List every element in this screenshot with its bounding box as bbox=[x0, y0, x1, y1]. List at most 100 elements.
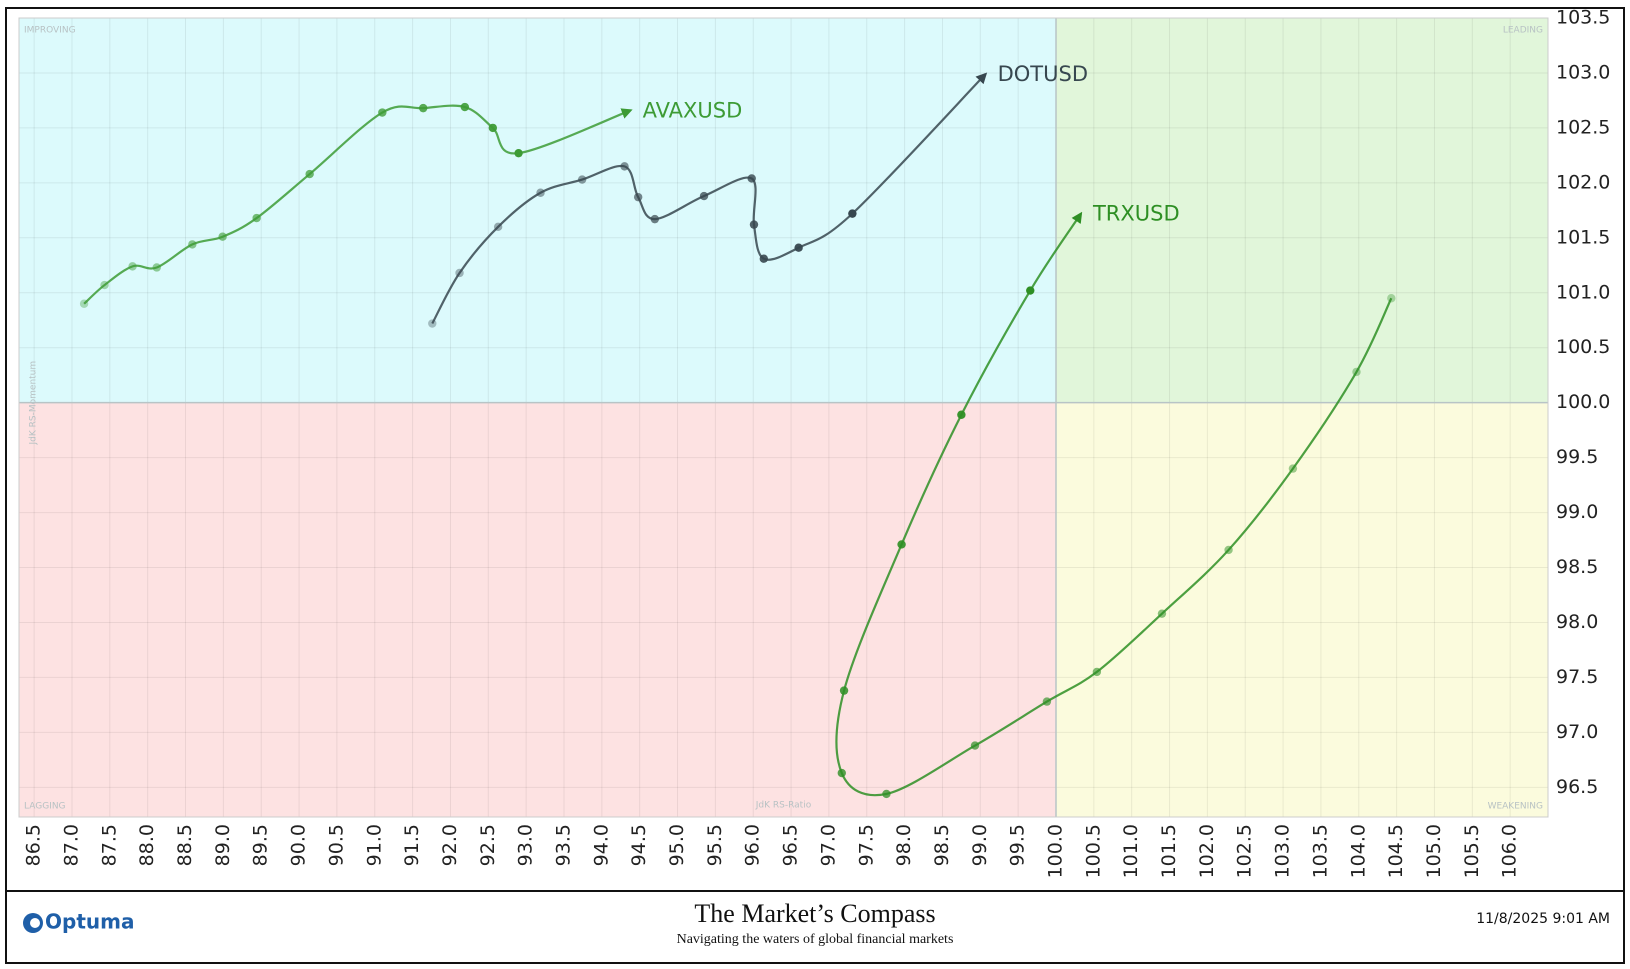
tail-point bbox=[749, 220, 759, 229]
y-tick-label: 99.0 bbox=[1556, 501, 1598, 523]
x-tick-label: 89.5 bbox=[250, 824, 272, 866]
tail-point bbox=[218, 232, 227, 241]
tail-line bbox=[835, 211, 1393, 797]
quadrant-improving bbox=[19, 18, 1056, 403]
tail-point bbox=[455, 268, 464, 278]
y-tick-label: 101.5 bbox=[1556, 226, 1610, 248]
tail-point bbox=[100, 280, 109, 290]
tail-point bbox=[428, 319, 437, 328]
y-tick-label: 99.5 bbox=[1556, 446, 1598, 468]
x-tick-label: 86.5 bbox=[23, 824, 45, 866]
x-tick-label: 101.5 bbox=[1158, 824, 1180, 878]
frame bbox=[5, 7, 1625, 964]
tail-point bbox=[1224, 545, 1233, 555]
quadrant-label: IMPROVING bbox=[24, 26, 76, 36]
logo-text: Optuma bbox=[45, 910, 134, 934]
x-tick-label: 89.0 bbox=[212, 824, 234, 866]
y-tick-label: 98.0 bbox=[1556, 611, 1598, 633]
x-tick-label: 102.5 bbox=[1234, 824, 1256, 878]
tail-point bbox=[837, 768, 846, 778]
x-tick-label: 93.5 bbox=[552, 824, 574, 866]
tail-point bbox=[1352, 367, 1361, 377]
x-tick-label: 102.0 bbox=[1196, 824, 1218, 878]
x-tick-label: 96.5 bbox=[780, 824, 802, 866]
x-tick-label: 90.0 bbox=[288, 824, 310, 866]
x-tick-label: 92.5 bbox=[477, 824, 499, 866]
x-tick-label: 92.0 bbox=[439, 824, 461, 866]
x-tick-label: 100.5 bbox=[1082, 824, 1104, 878]
x-tick-label: 98.0 bbox=[893, 824, 915, 866]
x-tick-label: 98.5 bbox=[931, 824, 953, 866]
tail-point bbox=[488, 123, 498, 133]
x-tick-label: 88.0 bbox=[136, 824, 158, 866]
x-tick-label: 104.5 bbox=[1385, 824, 1407, 878]
quadrant-weakening bbox=[1055, 402, 1548, 817]
x-axis-label: JdK RS-Ratio bbox=[755, 801, 812, 811]
tail-point bbox=[633, 192, 643, 202]
x-tick-label: 99.0 bbox=[969, 824, 991, 866]
y-tick-label: 100.0 bbox=[1556, 391, 1610, 413]
plot-border bbox=[18, 17, 1549, 818]
tail-point bbox=[970, 741, 980, 750]
tail-point bbox=[460, 102, 470, 112]
tail-point bbox=[1157, 609, 1167, 618]
y-tick-label: 96.5 bbox=[1556, 776, 1598, 798]
series-label: TRXUSD bbox=[1092, 202, 1180, 226]
x-tick-label: 105.5 bbox=[1461, 824, 1483, 878]
tail-point bbox=[957, 410, 966, 419]
x-tick-label: 95.5 bbox=[704, 824, 726, 866]
tail-point bbox=[620, 162, 629, 171]
y-tick-label: 97.0 bbox=[1556, 721, 1598, 743]
x-tick-label: 103.0 bbox=[1272, 824, 1294, 878]
x-tick-label: 100.0 bbox=[1044, 824, 1066, 878]
tail-point bbox=[128, 262, 137, 271]
tail-point bbox=[897, 540, 906, 549]
x-tick-label: 101.0 bbox=[1120, 824, 1142, 878]
tail-point bbox=[378, 108, 387, 117]
series-label: AVAXUSD bbox=[643, 98, 743, 122]
quadrant-label: LAGGING bbox=[24, 802, 66, 812]
tail-point bbox=[79, 299, 89, 308]
x-tick-label: 103.5 bbox=[1309, 824, 1331, 878]
y-axis-label: JdK RS-Momentum bbox=[29, 361, 39, 446]
series-label: DOTUSD bbox=[998, 62, 1088, 86]
tail-point bbox=[1092, 667, 1102, 677]
tail-point bbox=[839, 686, 849, 695]
tail-point bbox=[699, 191, 709, 201]
tail-point bbox=[1288, 464, 1298, 473]
tail-point bbox=[188, 240, 197, 249]
footer-subtitle: Navigating the waters of global financia… bbox=[677, 932, 954, 947]
y-tick-label: 102.5 bbox=[1556, 116, 1610, 138]
y-tick-label: 100.5 bbox=[1556, 336, 1610, 358]
x-tick-label: 106.0 bbox=[1499, 824, 1521, 878]
x-tick-label: 97.5 bbox=[855, 824, 877, 866]
tail-point bbox=[650, 214, 660, 224]
x-tick-label: 96.0 bbox=[742, 824, 764, 866]
y-tick-label: 101.0 bbox=[1556, 281, 1610, 303]
tail-point bbox=[577, 175, 587, 184]
tail-point bbox=[514, 148, 523, 158]
tail-point bbox=[1387, 294, 1396, 303]
y-tick-label: 97.5 bbox=[1556, 666, 1598, 688]
tail-point bbox=[794, 243, 803, 252]
y-tick-label: 103.0 bbox=[1556, 61, 1610, 83]
x-tick-label: 91.0 bbox=[363, 824, 385, 866]
quadrant-leading bbox=[1055, 18, 1548, 403]
tail-point bbox=[493, 222, 503, 232]
x-tick-label: 87.0 bbox=[60, 824, 82, 866]
optuma-logo: Optuma bbox=[23, 910, 134, 934]
tail-line bbox=[431, 72, 988, 325]
quadrant-label: WEAKENING bbox=[1488, 802, 1543, 812]
x-tick-label: 104.0 bbox=[1347, 824, 1369, 878]
tail-point bbox=[747, 174, 756, 183]
x-tick-label: 95.0 bbox=[666, 824, 688, 866]
tail-point bbox=[305, 169, 314, 179]
x-tick-label: 88.5 bbox=[174, 824, 196, 866]
quadrant-label: LEADING bbox=[1503, 26, 1543, 36]
x-tick-label: 97.0 bbox=[817, 824, 839, 866]
footer-title: The Market’s Compass bbox=[694, 899, 935, 928]
tail-point bbox=[759, 254, 769, 263]
tail-point bbox=[536, 188, 545, 197]
y-tick-label: 98.5 bbox=[1556, 556, 1598, 578]
